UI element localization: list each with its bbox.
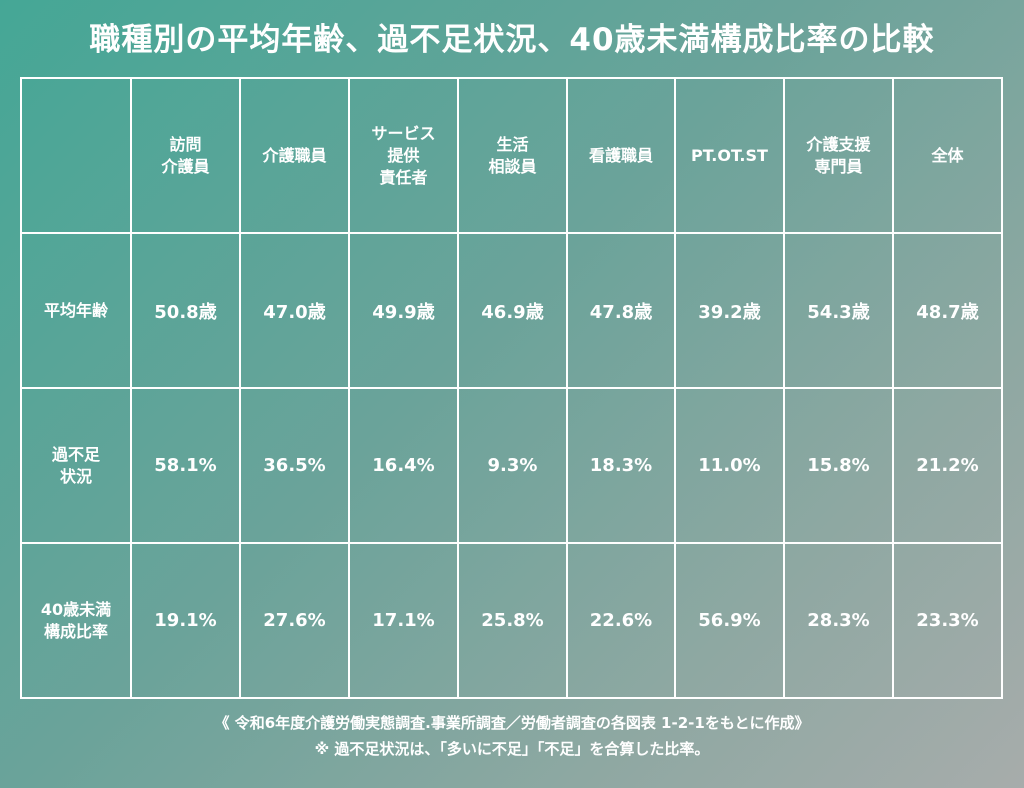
comparison-table: 訪問 介護員 介護職員 サービス 提供 責任者 生活 相談員 看護職員 PT.O… xyxy=(20,77,1003,699)
column-header-pt-ot-st: PT.OT.ST xyxy=(674,77,785,234)
row-header-average-age: 平均年齢 xyxy=(20,232,132,389)
table-cell: 19.1% xyxy=(130,542,241,699)
column-header-home-care-worker: 訪問 介護員 xyxy=(130,77,241,234)
table-cell: 17.1% xyxy=(348,542,459,699)
row-header-shortage-status: 過不足 状況 xyxy=(20,387,132,544)
table-cell: 58.1% xyxy=(130,387,241,544)
table-cell: 28.3% xyxy=(783,542,894,699)
table-cell: 11.0% xyxy=(674,387,785,544)
table-row: 40歳未満 構成比率 19.1% 27.6% 17.1% 25.8% 22.6%… xyxy=(20,542,1003,699)
table-cell: 36.5% xyxy=(239,387,350,544)
table-cell: 27.6% xyxy=(239,542,350,699)
table-cell: 22.6% xyxy=(566,542,676,699)
table-cell: 48.7歳 xyxy=(892,232,1003,389)
column-header-care-worker: 介護職員 xyxy=(239,77,350,234)
table-cell: 21.2% xyxy=(892,387,1003,544)
table-cell: 23.3% xyxy=(892,542,1003,699)
table-cell: 15.8% xyxy=(783,387,894,544)
column-header-overall: 全体 xyxy=(892,77,1003,234)
column-header-life-counselor: 生活 相談員 xyxy=(457,77,568,234)
table-cell: 47.0歳 xyxy=(239,232,350,389)
table-row: 過不足 状況 58.1% 36.5% 16.4% 9.3% 18.3% 11.0… xyxy=(20,387,1003,544)
table-cell: 50.8歳 xyxy=(130,232,241,389)
table-cell: 16.4% xyxy=(348,387,459,544)
table-cell: 9.3% xyxy=(457,387,568,544)
table-cell: 46.9歳 xyxy=(457,232,568,389)
header-row: 訪問 介護員 介護職員 サービス 提供 責任者 生活 相談員 看護職員 PT.O… xyxy=(20,77,1003,234)
table-cell: 54.3歳 xyxy=(783,232,894,389)
table-cell: 25.8% xyxy=(457,542,568,699)
column-header-nurse: 看護職員 xyxy=(566,77,676,234)
table-cell: 39.2歳 xyxy=(674,232,785,389)
table-cell: 56.9% xyxy=(674,542,785,699)
table-cell: 49.9歳 xyxy=(348,232,459,389)
table-cell: 18.3% xyxy=(566,387,676,544)
column-header-service-coordinator: サービス 提供 責任者 xyxy=(348,77,459,234)
table-row: 平均年齢 50.8歳 47.0歳 49.9歳 46.9歳 47.8歳 39.2歳… xyxy=(20,232,1003,389)
row-header-under-40-ratio: 40歳未満 構成比率 xyxy=(20,542,132,699)
corner-cell xyxy=(20,77,132,234)
footnote: ※ 過不足状況は、「多いに不足」「不足」を合算した比率。 xyxy=(314,740,710,758)
source-note: 《 令和6年度介護労働実態調査.事業所調査／労働者調査の各図表 1-2-1をもと… xyxy=(214,714,810,732)
page-title: 職種別の平均年齢、過不足状況、40歳未満構成比率の比較 xyxy=(89,22,935,58)
column-header-care-manager: 介護支援 専門員 xyxy=(783,77,894,234)
table-cell: 47.8歳 xyxy=(566,232,676,389)
